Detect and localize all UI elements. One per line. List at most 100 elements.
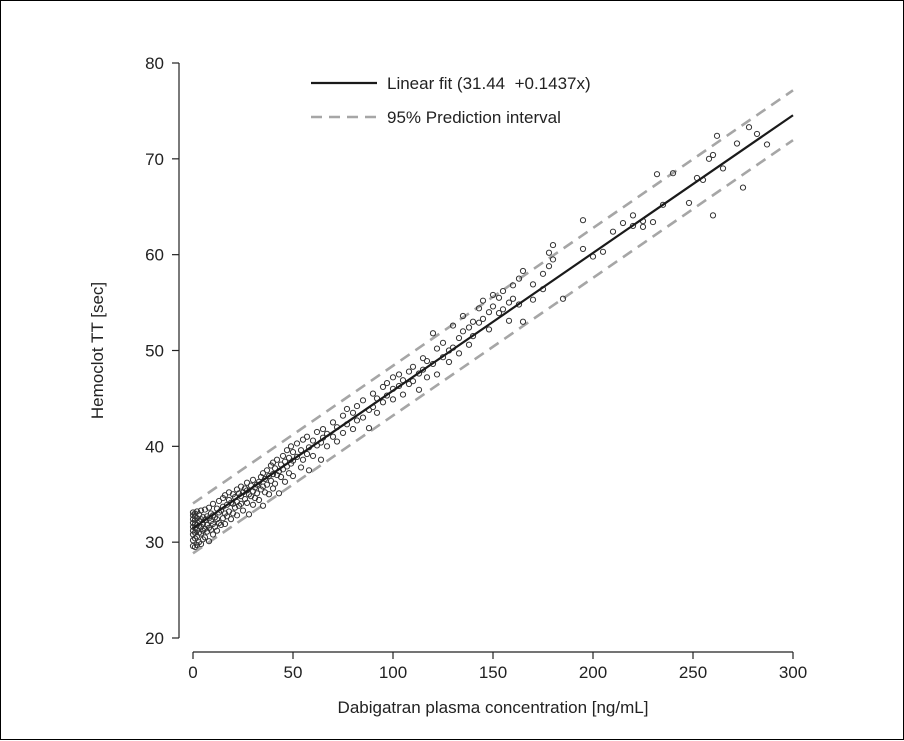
data-point — [465, 341, 473, 348]
data-point — [211, 514, 219, 521]
legend-interval-label: 95% Prediction interval — [387, 108, 561, 127]
lower-prediction-line — [192, 139, 794, 555]
data-point — [215, 519, 223, 527]
y-tick-label: 70 — [145, 150, 164, 169]
data-point — [409, 363, 417, 370]
data-point — [579, 217, 587, 224]
data-point — [489, 303, 497, 310]
data-point — [475, 319, 483, 326]
data-point — [243, 499, 251, 506]
data-point — [419, 355, 427, 362]
data-point — [423, 357, 431, 365]
data-point — [405, 368, 413, 375]
data-point — [709, 151, 717, 159]
data-point — [233, 512, 241, 519]
data-point — [445, 358, 453, 366]
data-point — [629, 212, 637, 219]
data-point — [705, 155, 713, 162]
data-point — [505, 317, 513, 324]
data-point — [485, 309, 493, 316]
data-point — [283, 447, 291, 454]
data-point — [263, 467, 271, 474]
legend: Linear fit (31.44 +0.1437x) 95% Predictio… — [311, 74, 591, 127]
data-point — [495, 310, 503, 317]
x-tick-label: 100 — [379, 663, 407, 682]
data-point — [429, 330, 437, 337]
data-point — [539, 270, 547, 277]
data-point — [469, 318, 477, 325]
data-point — [205, 504, 213, 511]
data-point — [305, 467, 313, 474]
data-point — [275, 490, 283, 497]
data-point — [299, 456, 307, 463]
data-point — [205, 538, 213, 545]
data-point — [199, 536, 207, 543]
data-point — [303, 433, 311, 440]
data-point — [245, 491, 253, 498]
data-point — [241, 485, 249, 492]
data-point — [277, 473, 285, 481]
data-point — [303, 450, 311, 458]
data-point — [329, 433, 337, 440]
data-point — [281, 478, 289, 485]
data-point — [293, 453, 301, 460]
axes: 20 30 40 50 60 70 80 0 50 100 150 200 250 300 Dabigatr… — [88, 54, 807, 717]
data-point — [449, 322, 457, 329]
data-point — [339, 429, 347, 437]
data-point — [529, 296, 537, 303]
data-point — [209, 531, 217, 538]
data-point — [269, 459, 277, 466]
data-point — [239, 507, 247, 514]
data-point — [215, 497, 223, 505]
data-point — [249, 501, 257, 508]
data-point — [273, 456, 281, 463]
data-point — [559, 295, 567, 302]
data-point — [669, 170, 677, 177]
data-point — [379, 383, 387, 391]
data-point — [389, 374, 397, 381]
data-point — [191, 543, 199, 551]
data-point — [261, 475, 269, 483]
data-point — [405, 380, 413, 388]
prediction-interval-lines — [192, 89, 794, 555]
data-point — [201, 534, 209, 541]
data-point — [545, 263, 553, 270]
data-point — [745, 124, 753, 131]
data-point — [419, 366, 427, 373]
data-point — [205, 524, 213, 531]
data-point — [259, 502, 267, 509]
data-point — [249, 476, 257, 483]
data-point — [549, 256, 557, 263]
data-point — [263, 481, 271, 488]
data-point — [279, 452, 287, 460]
data-point — [599, 248, 607, 255]
data-point — [349, 425, 357, 433]
data-point — [365, 425, 373, 432]
data-point — [243, 479, 251, 486]
data-point — [709, 212, 717, 219]
data-point — [271, 480, 279, 487]
data-points — [189, 124, 771, 551]
y-tick-label: 80 — [145, 54, 164, 73]
data-point — [369, 390, 377, 397]
x-tick-label: 250 — [679, 663, 707, 682]
y-tick-label: 60 — [145, 246, 164, 265]
x-tick-label: 200 — [579, 663, 607, 682]
y-tick-label: 40 — [145, 437, 164, 456]
data-point — [423, 374, 431, 381]
data-point — [309, 452, 317, 460]
data-point — [221, 492, 229, 499]
data-point — [323, 443, 331, 450]
data-point — [455, 334, 463, 342]
data-point — [719, 165, 727, 172]
data-point — [529, 281, 537, 288]
x-axis-title: Dabigatran plasma concentration [ng/mL] — [338, 698, 649, 717]
data-point — [509, 295, 517, 302]
data-point — [545, 249, 553, 256]
data-point — [475, 305, 483, 312]
data-point — [329, 419, 337, 426]
data-point — [499, 306, 507, 313]
data-point — [389, 396, 397, 403]
data-point — [285, 470, 293, 477]
